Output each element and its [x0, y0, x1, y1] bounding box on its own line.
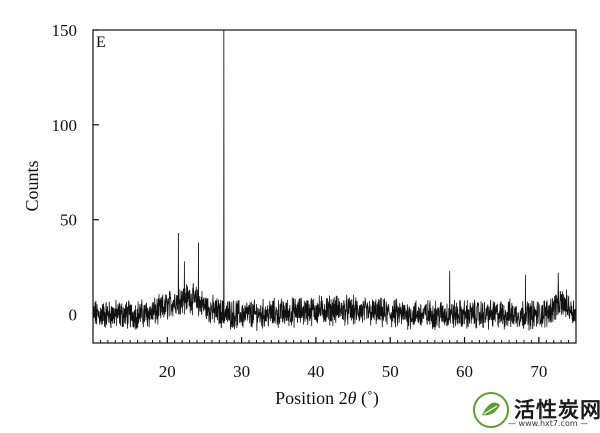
x-tick-labels: 20 30 40 50 60 70: [159, 362, 548, 381]
x-axis-title-theta: θ: [348, 388, 357, 408]
axis-major-ticks: [93, 29, 540, 343]
plot-area-frame: [92, 29, 577, 344]
y-tick-label: 100: [52, 116, 78, 135]
x-tick-label: 20: [159, 362, 176, 381]
y-tick-labels: 0 50 100 150: [52, 21, 78, 325]
watermark-logo: 活性炭网 — www.hxt7.com —: [470, 388, 600, 433]
x-axis-title: Position 2θ (˚): [275, 388, 379, 409]
panel-label: E: [96, 34, 106, 51]
x-tick-label: 40: [307, 362, 324, 381]
y-axis-title: Counts: [22, 160, 42, 211]
y-tick-label: 50: [60, 211, 77, 230]
x-tick-label: 30: [233, 362, 250, 381]
y-tick-label: 0: [69, 306, 78, 325]
x-tick-label: 70: [530, 362, 547, 381]
watermark-text: 活性炭网: [514, 398, 600, 422]
watermark-url: — www.hxt7.com —: [508, 419, 589, 428]
x-minor-ticks: [92, 340, 577, 343]
y-tick-label: 150: [52, 21, 78, 40]
xrd-pattern-line: [92, 29, 577, 332]
x-tick-label: 50: [382, 362, 399, 381]
leaf-logo-icon: [473, 392, 509, 428]
x-axis-title-prefix: Position 2: [275, 388, 348, 408]
x-tick-label: 60: [456, 362, 473, 381]
x-axis-title-suffix: (˚): [356, 388, 378, 409]
